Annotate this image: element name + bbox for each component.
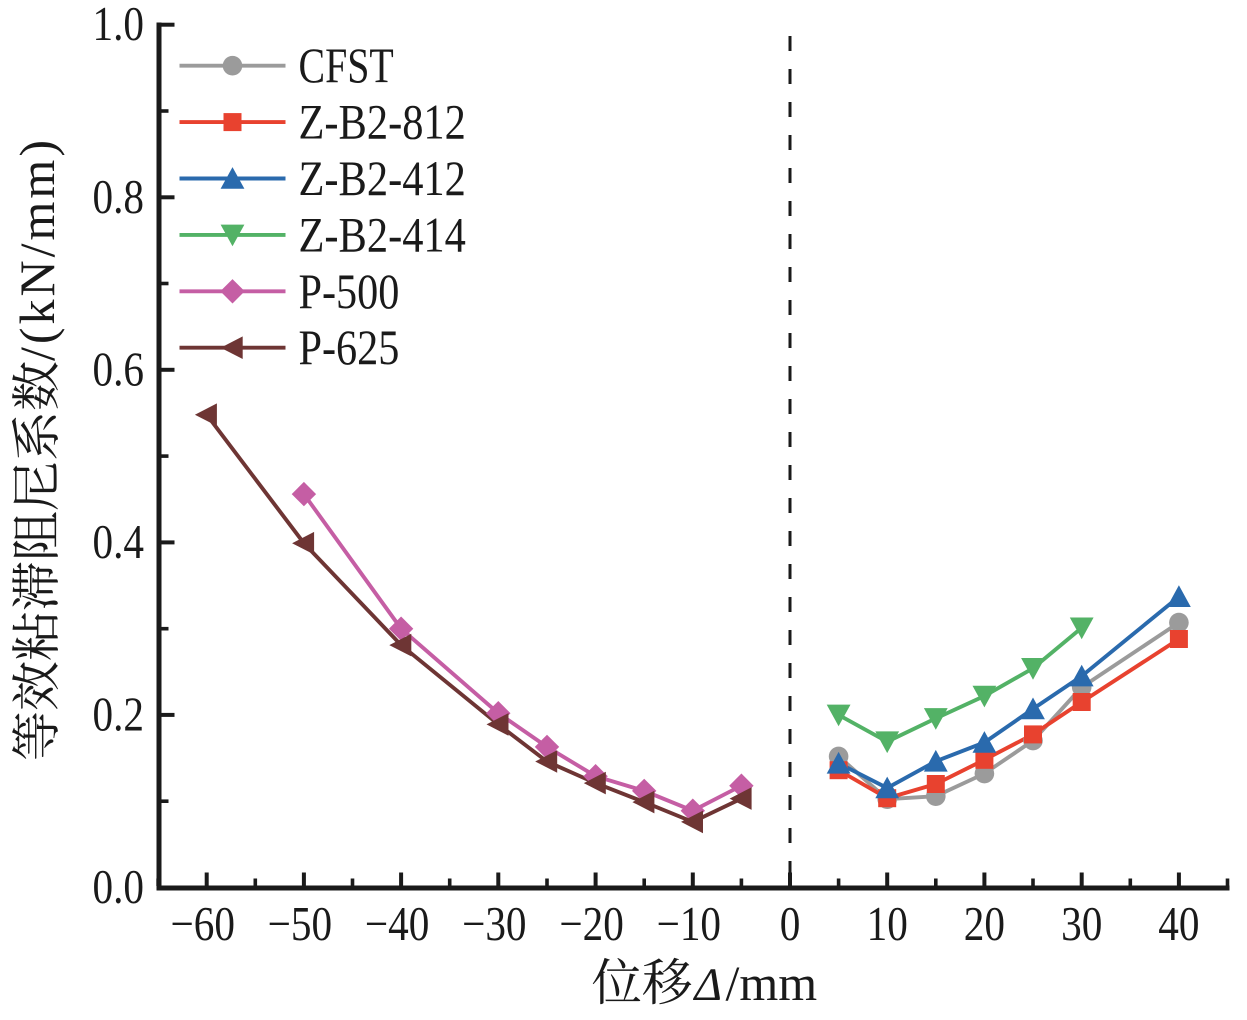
svg-text:/(kN/mm): /(kN/mm) — [9, 137, 65, 361]
svg-text:−40: −40 — [365, 897, 429, 951]
svg-text:−60: −60 — [170, 897, 234, 951]
svg-text:CFST: CFST — [299, 38, 394, 93]
svg-text:Δ: Δ — [693, 959, 723, 1011]
svg-text:Z-B2-812: Z-B2-812 — [299, 95, 466, 150]
svg-text:−10: −10 — [657, 897, 721, 951]
svg-text:10: 10 — [867, 897, 908, 951]
svg-text:1.0: 1.0 — [92, 0, 144, 51]
svg-text:Z-B2-414: Z-B2-414 — [299, 208, 466, 263]
svg-text:P-625: P-625 — [299, 321, 400, 376]
svg-text:Z-B2-412: Z-B2-412 — [299, 152, 466, 207]
svg-text:0.6: 0.6 — [92, 342, 144, 396]
svg-text:−20: −20 — [559, 897, 623, 951]
svg-text:30: 30 — [1061, 897, 1102, 951]
svg-text:0.4: 0.4 — [92, 515, 144, 569]
svg-text:0: 0 — [780, 897, 801, 951]
svg-text:20: 20 — [964, 897, 1005, 951]
svg-text:/mm: /mm — [726, 955, 818, 1011]
svg-text:P-500: P-500 — [299, 265, 400, 320]
svg-text:0.8: 0.8 — [92, 170, 144, 224]
svg-text:40: 40 — [1158, 897, 1199, 951]
svg-text:0.2: 0.2 — [92, 687, 144, 741]
svg-text:0.0: 0.0 — [92, 860, 144, 914]
svg-text:−30: −30 — [462, 897, 526, 951]
svg-text:−50: −50 — [268, 897, 332, 951]
